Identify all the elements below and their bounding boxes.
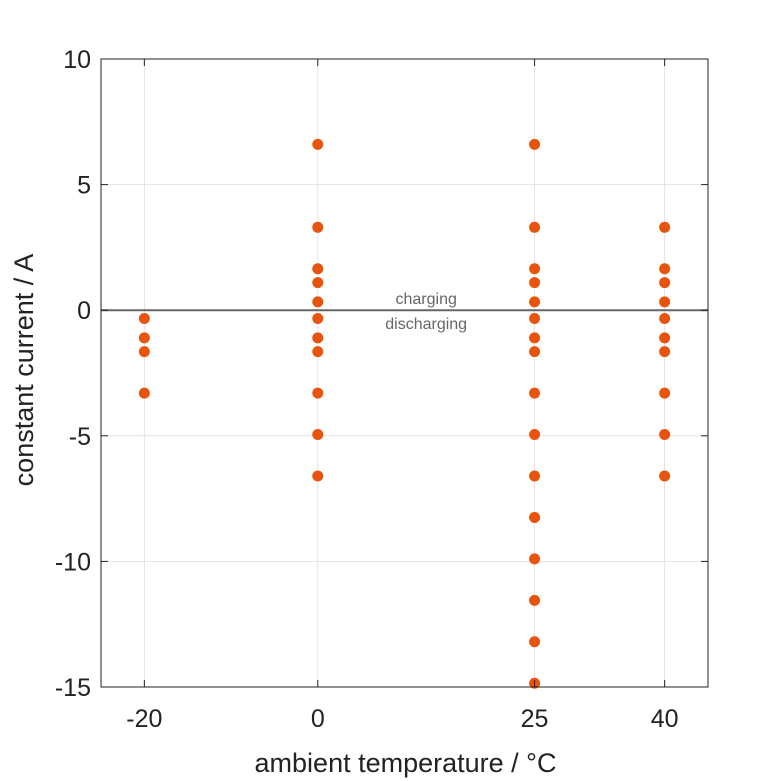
- data-point: [529, 296, 541, 308]
- data-point: [312, 138, 324, 150]
- data-point: [529, 263, 541, 275]
- y-axis-label: constant current / A: [9, 254, 39, 487]
- data-point: [312, 296, 324, 308]
- y-tick-label: -5: [69, 423, 91, 451]
- data-point: [138, 387, 150, 399]
- x-tick-labels: -20 0 25 40: [126, 705, 678, 733]
- data-point: [659, 312, 671, 324]
- data-point: [529, 138, 541, 150]
- data-point: [659, 429, 671, 441]
- x-axis-label: ambient temperature / °C: [255, 748, 557, 778]
- data-point: [312, 221, 324, 233]
- x-tick-label: 25: [521, 705, 549, 733]
- data-point: [659, 387, 671, 399]
- data-point: [659, 296, 671, 308]
- data-point: [529, 387, 541, 399]
- annotation-layer: charging discharging: [385, 291, 467, 333]
- data-point: [529, 277, 541, 289]
- data-point: [659, 470, 671, 482]
- data-point: [659, 332, 671, 344]
- data-point: [529, 470, 541, 482]
- x-tick-label: -20: [126, 705, 162, 733]
- data-point: [659, 263, 671, 275]
- data-point: [529, 346, 541, 358]
- data-point: [312, 277, 324, 289]
- data-point: [312, 387, 324, 399]
- data-point: [312, 470, 324, 482]
- data-point: [529, 594, 541, 606]
- y-tick-labels: 10 5 0 -5 -10 -15: [55, 46, 91, 702]
- data-point: [138, 312, 150, 324]
- x-tick-label: 40: [651, 705, 679, 733]
- data-point: [312, 429, 324, 441]
- data-point: [312, 346, 324, 358]
- x-tick-label: 0: [311, 705, 325, 733]
- y-tick-label: 10: [63, 46, 91, 74]
- data-point: [529, 511, 541, 523]
- data-point: [659, 221, 671, 233]
- data-point: [529, 332, 541, 344]
- data-point: [138, 332, 150, 344]
- annotation-charging: charging: [395, 291, 456, 308]
- plot-frame: [100, 58, 709, 688]
- data-point: [312, 312, 324, 324]
- tick-marks: [101, 58, 708, 688]
- data-point: [138, 346, 150, 358]
- data-point: [312, 263, 324, 275]
- data-point: [529, 636, 541, 648]
- data-point: [529, 312, 541, 324]
- y-tick-label: 0: [77, 297, 91, 325]
- y-tick-label: -15: [55, 674, 91, 702]
- data-point: [529, 553, 541, 565]
- data-point: [529, 221, 541, 233]
- data-point: [312, 332, 324, 344]
- annotation-discharging: discharging: [385, 316, 467, 333]
- y-tick-label: -10: [55, 548, 91, 576]
- data-point: [529, 429, 541, 441]
- data-point: [659, 277, 671, 289]
- data-point: [659, 346, 671, 358]
- data-points: [138, 138, 671, 689]
- y-tick-label: 5: [77, 172, 91, 200]
